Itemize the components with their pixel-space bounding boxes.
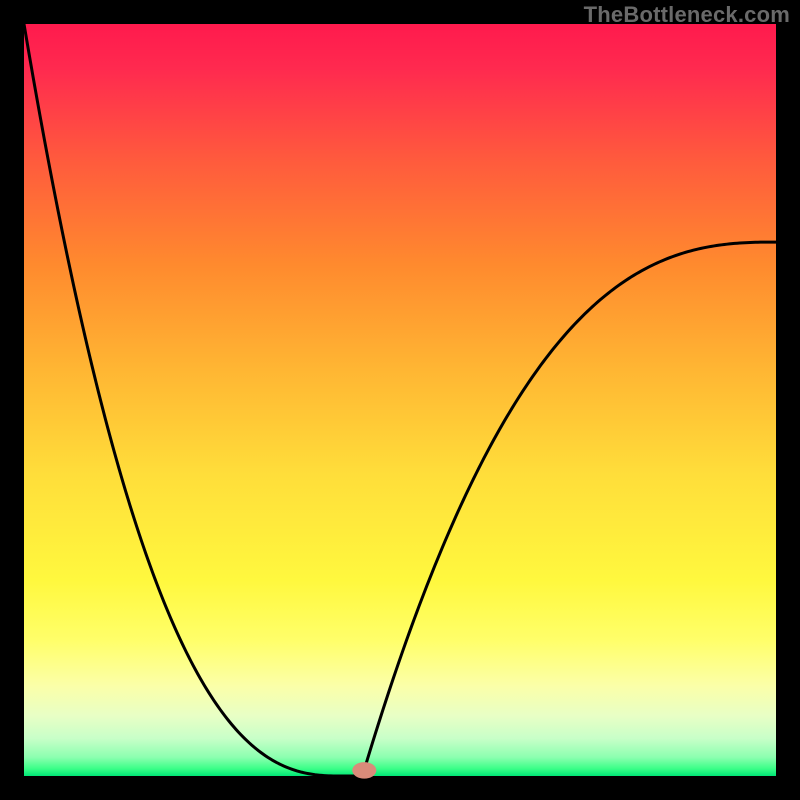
valley-marker (352, 762, 376, 779)
watermark-text: TheBottleneck.com (584, 2, 790, 28)
figure-container: TheBottleneck.com (0, 0, 800, 800)
bottleneck-chart (0, 0, 800, 800)
